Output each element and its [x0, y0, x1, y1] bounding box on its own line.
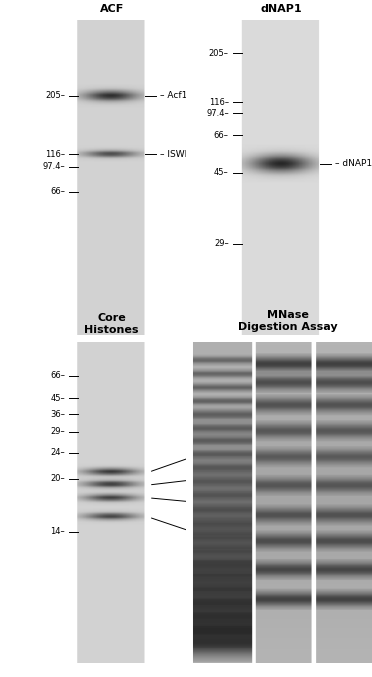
Text: – ISWI: – ISWI — [160, 150, 187, 158]
Text: ACF: ACF — [99, 4, 124, 14]
Text: 45–: 45– — [214, 169, 229, 177]
Text: 20–: 20– — [50, 474, 65, 483]
Text: H2A: H2A — [223, 500, 242, 509]
Text: dNAP1: dNAP1 — [260, 4, 302, 14]
Text: 97.4–: 97.4– — [42, 162, 65, 171]
Text: 116–: 116– — [209, 97, 229, 107]
Text: 116–: 116– — [45, 150, 65, 158]
Text: Core
Histones: Core Histones — [84, 313, 139, 335]
Text: 66–: 66– — [50, 371, 65, 380]
Text: 45–: 45– — [50, 393, 65, 403]
Text: 205–: 205– — [209, 49, 229, 58]
Text: H4: H4 — [223, 536, 235, 545]
Text: 14–: 14– — [50, 527, 65, 536]
Text: 97.4–: 97.4– — [206, 109, 229, 118]
Text: 29–: 29– — [214, 240, 229, 248]
Text: 36–: 36– — [50, 410, 65, 419]
Text: MNase
Digestion Assay: MNase Digestion Assay — [238, 310, 338, 332]
Text: H3: H3 — [223, 443, 236, 452]
Text: H2B: H2B — [223, 473, 242, 481]
Text: 205–: 205– — [45, 91, 65, 100]
Text: – Acf1: – Acf1 — [160, 91, 187, 100]
Text: – dNAP1: – dNAP1 — [335, 159, 372, 168]
Text: 66–: 66– — [50, 188, 65, 196]
Text: 29–: 29– — [50, 427, 65, 437]
Text: 24–: 24– — [50, 448, 65, 458]
Text: 66–: 66– — [214, 131, 229, 139]
